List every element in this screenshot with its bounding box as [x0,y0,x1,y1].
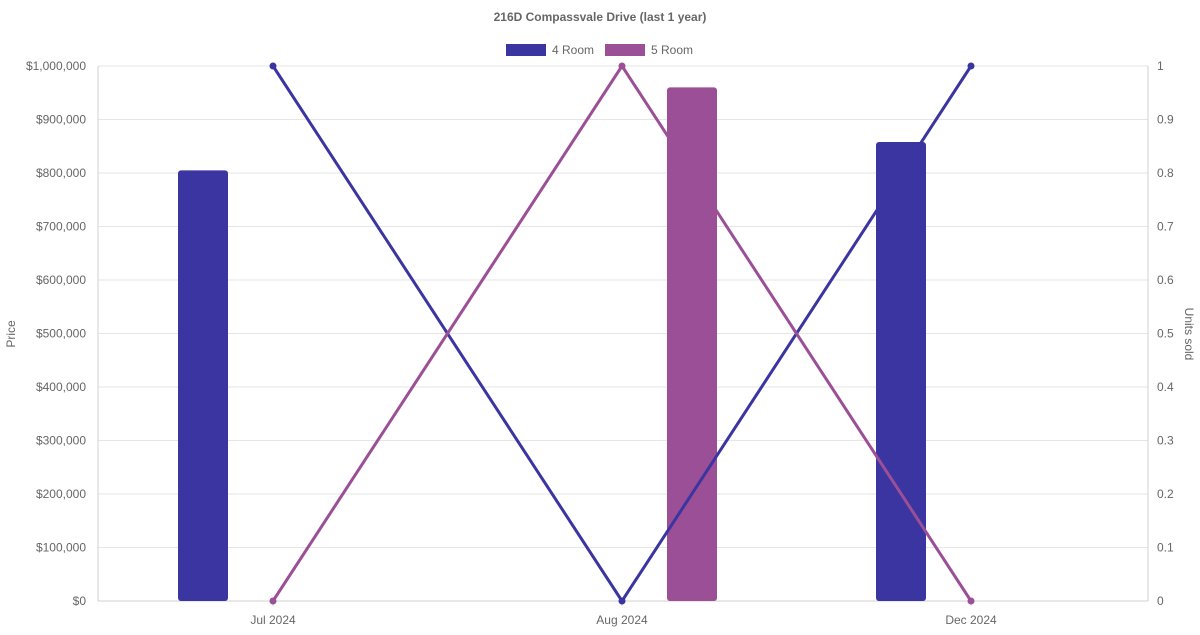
y-left-tick-label: $800,000 [36,166,86,180]
y-left-tick-label: $500,000 [36,327,86,341]
y-left-tick-label: $600,000 [36,273,86,287]
x-tick-label: Jul 2024 [250,613,296,627]
y-right-tick-label: 0.1 [1157,541,1174,555]
y-right-tick-label: 0 [1157,594,1164,608]
legend-item-5-room[interactable]: 5 Room [605,43,693,57]
legend-swatch-4-room [506,44,546,56]
y-right-tick-label: 0.7 [1157,220,1174,234]
legend-swatch-5-room [605,44,645,56]
y-left-tick-label: $100,000 [36,541,86,555]
x-tick-label: Dec 2024 [945,613,997,627]
axes [97,66,1149,606]
chart-title: 216D Compassvale Drive (last 1 year) [494,10,707,24]
bars [178,87,926,601]
tick-labels: $0 0 $100,000 0.1 $200,000 0.2 $300,000 0.3 $400… [26,59,1174,627]
legend-label-5-room: 5 Room [651,43,693,57]
bar-5-room-aug-2024[interactable] [667,87,717,601]
y-right-tick-label: 0.3 [1157,434,1174,448]
y-left-tick-label: $300,000 [36,434,86,448]
y-axis-right-title: Units sold [1182,308,1196,361]
y-right-tick-label: 0.4 [1157,380,1174,394]
x-tick-label: Aug 2024 [596,613,648,627]
point-4-room-aug-2024[interactable] [618,597,626,605]
y-right-tick-label: 0.9 [1157,113,1174,127]
points [269,62,975,605]
y-right-tick-label: 0.8 [1157,166,1174,180]
bar-4-room-dec-2024[interactable] [876,141,926,601]
y-right-tick-label: 0.6 [1157,273,1174,287]
y-left-tick-label: $0 [73,594,87,608]
legend-label-4-room: 4 Room [552,43,594,57]
y-left-tick-label: $900,000 [36,113,86,127]
point-4-room-dec-2024[interactable] [967,62,975,70]
point-5-room-dec-2024[interactable] [967,597,975,605]
legend-item-4-room[interactable]: 4 Room [506,43,594,57]
y-left-tick-label: $200,000 [36,487,86,501]
gridlines [98,65,1148,602]
y-left-tick-label: $700,000 [36,220,86,234]
y-right-tick-label: 0.2 [1157,487,1174,501]
point-5-room-jul-2024[interactable] [269,597,277,605]
y-axis-left-title: Price [4,320,18,348]
y-left-tick-label: $1,000,000 [26,59,86,73]
bar-4-room-jul-2024[interactable] [178,170,228,601]
y-right-tick-label: 1 [1157,59,1164,73]
point-4-room-jul-2024[interactable] [269,62,277,70]
y-left-tick-label: $400,000 [36,380,86,394]
point-5-room-aug-2024[interactable] [618,62,626,70]
legend: 4 Room 5 Room [506,43,693,57]
y-right-tick-label: 0.5 [1157,327,1174,341]
